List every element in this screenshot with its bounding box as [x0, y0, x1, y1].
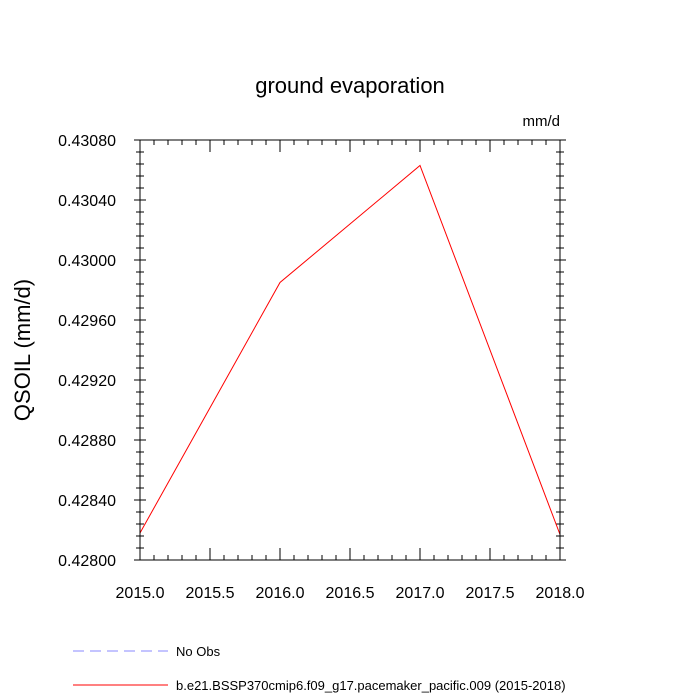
x-tick-label: 2016.0	[256, 585, 305, 602]
x-tick-label: 2018.0	[536, 585, 585, 602]
x-tick-label: 2017.5	[466, 585, 515, 602]
chart-title: ground evaporation	[255, 73, 445, 98]
legend-label-1: b.e21.BSSP370cmip6.f09_g17.pacemaker_pac…	[176, 678, 566, 693]
y-tick-label: 0.42920	[58, 373, 116, 390]
legend-label-0: No Obs	[176, 644, 221, 659]
legend: No Obs b.e21.BSSP370cmip6.f09_g17.pacemak…	[73, 644, 566, 693]
units-label: mm/d	[523, 113, 561, 130]
y-tick-label: 0.43000	[58, 253, 116, 270]
x-tick-label: 2015.0	[116, 585, 165, 602]
y-tick-label: 0.42840	[58, 493, 116, 510]
y-tick-label: 0.42880	[58, 433, 116, 450]
y-axis-label: QSOIL (mm/d)	[10, 279, 35, 421]
y-tick-label: 0.43080	[58, 133, 116, 150]
x-tick-label: 2015.5	[186, 585, 235, 602]
plot-lines	[139, 164, 561, 535]
plot-frame	[139, 139, 561, 561]
series-line-0	[139, 164, 561, 535]
x-tick-label: 2017.0	[396, 585, 445, 602]
x-tick-label: 2016.5	[326, 585, 375, 602]
y-tick-label: 0.43040	[58, 193, 116, 210]
y-tick-label: 0.42960	[58, 313, 116, 330]
axis-ticks: 2015.0 2015.5 2016.0 2016.5 2017.0 2017.5 2018…	[58, 133, 584, 602]
y-tick-label: 0.42800	[58, 553, 116, 570]
